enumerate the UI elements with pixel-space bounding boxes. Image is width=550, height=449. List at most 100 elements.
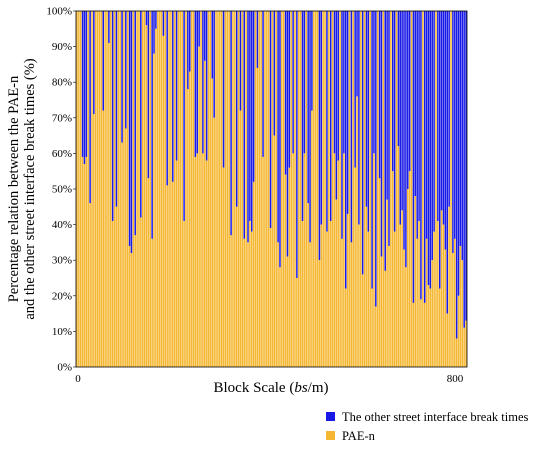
bar-segment-pae-n [115, 206, 118, 367]
bar-segment-pae-n [384, 270, 386, 367]
bar-segment-pae-n [102, 110, 105, 368]
bar-segment-other-break-times [247, 11, 249, 243]
bar-segment-other-break-times [455, 11, 458, 339]
bar-segment-pae-n [322, 11, 324, 367]
bar-segment-other-break-times [358, 11, 360, 225]
bar-segment-pae-n [399, 224, 402, 367]
bar-segment-pae-n [106, 11, 108, 367]
y-axis-label-line2: and the other street interface break tim… [22, 58, 38, 319]
bar-segment-other-break-times [320, 11, 323, 225]
bar-segment-pae-n [200, 11, 202, 367]
bar-segment-other-break-times [277, 11, 279, 243]
bar-segment-other-break-times [373, 11, 375, 154]
bar-segment-pae-n [294, 11, 296, 367]
bar-segment-other-break-times [418, 11, 420, 222]
bar-segment-pae-n [258, 11, 261, 367]
bar-segment-other-break-times [393, 11, 396, 232]
bar-segment-pae-n [264, 11, 266, 367]
bar-segment-pae-n [388, 245, 390, 367]
bar-segment-other-break-times [194, 11, 197, 157]
bar-segment-pae-n [134, 235, 136, 367]
bar-segment-other-break-times [329, 11, 332, 222]
bar-segment-pae-n [367, 231, 370, 367]
bar-segment-other-break-times [423, 11, 426, 303]
bar-segment-other-break-times [188, 11, 191, 72]
bar-segment-other-break-times [343, 11, 345, 154]
bar-segment-pae-n [181, 11, 183, 367]
bar-segment-pae-n [341, 238, 343, 367]
bar-segment-pae-n [363, 11, 366, 367]
bar-segment-pae-n [78, 11, 80, 367]
bar-segment-pae-n [262, 156, 264, 367]
bar-segment-other-break-times [365, 11, 368, 207]
bar-segment-other-break-times [408, 11, 411, 172]
bar-segment-pae-n [172, 181, 174, 367]
bar-segment-pae-n [422, 11, 424, 367]
bar-segment-pae-n [329, 221, 332, 367]
bar-segment-pae-n [418, 221, 420, 367]
bar-segment-pae-n [256, 67, 259, 368]
bar-segment-pae-n [217, 11, 219, 367]
bar-segment-pae-n [222, 167, 225, 367]
bar-segment-pae-n [403, 249, 405, 367]
bar-segment-pae-n [245, 11, 247, 367]
bar-segment-pae-n [220, 11, 223, 367]
bar-segment-pae-n [125, 128, 127, 367]
bar-segment-pae-n [318, 260, 321, 367]
bar-segment-pae-n [85, 156, 88, 367]
bar-segment-other-break-times [284, 11, 287, 175]
bar-segment-pae-n [348, 11, 351, 367]
bar-segment-other-break-times [235, 11, 238, 207]
bar-segment-pae-n [113, 11, 116, 367]
bar-segment-pae-n [136, 11, 138, 367]
bar-segment-pae-n [164, 11, 167, 367]
y-tick-label: 50% [52, 184, 72, 196]
bar-segment-pae-n [281, 11, 283, 367]
bar-segment-pae-n [405, 267, 407, 367]
bar-segment-pae-n [292, 153, 294, 367]
bar-segment-other-break-times [198, 11, 200, 47]
bar-segment-pae-n [130, 253, 133, 367]
bar-segment-pae-n [425, 238, 428, 367]
y-axis: 0% 10% 20% 30% 40% 50% 60% 70% 80% 90% 100% [46, 6, 76, 374]
x-axis-label-suffix: /m) [308, 380, 329, 396]
y-tick-label: 30% [52, 255, 72, 267]
bar-segment-pae-n [423, 302, 426, 367]
bar-segment-pae-n [282, 11, 285, 367]
bar-segment-pae-n [151, 238, 153, 367]
bar-segment-pae-n [343, 153, 345, 367]
bar-segment-pae-n [440, 210, 443, 367]
bar-segment-other-break-times [403, 11, 405, 250]
bar-segment-pae-n [324, 11, 326, 367]
bar-segment-other-break-times [333, 11, 336, 154]
bar-segment-pae-n [108, 43, 110, 367]
bar-segment-other-break-times [463, 11, 465, 328]
bar-segment-pae-n [211, 78, 214, 367]
bar-segment-pae-n [307, 203, 309, 367]
bar-segment-pae-n [198, 46, 200, 367]
bar-segment-other-break-times [371, 11, 373, 289]
bar-segment-other-break-times [416, 11, 418, 239]
y-tick-label: 70% [52, 112, 72, 124]
bar-segment-pae-n [269, 228, 272, 367]
bar-segment-other-break-times [307, 11, 309, 204]
plot-frame [75, 10, 468, 368]
bar-segment-pae-n [166, 185, 168, 367]
bar-segment-other-break-times [172, 11, 174, 182]
bar-segment-other-break-times [251, 11, 253, 232]
bar-segment-other-break-times [454, 11, 456, 239]
bar-segment-other-break-times [187, 11, 189, 90]
bar-segment-pae-n [173, 11, 176, 367]
bar-segment-other-break-times [356, 11, 358, 97]
y-tick-label: 10% [52, 326, 72, 338]
bar-segment-other-break-times [134, 11, 136, 236]
bar-segment-pae-n [433, 231, 435, 367]
bar-segment-other-break-times [151, 11, 153, 239]
bar-segment-pae-n [395, 11, 398, 367]
bar-segment-other-break-times [386, 11, 388, 200]
bar-segment-pae-n [277, 242, 279, 367]
bar-segment-pae-n [168, 11, 170, 367]
bar-segment-pae-n [239, 110, 242, 368]
bar-segment-pae-n [117, 11, 120, 367]
bar-segment-pae-n [345, 288, 347, 367]
